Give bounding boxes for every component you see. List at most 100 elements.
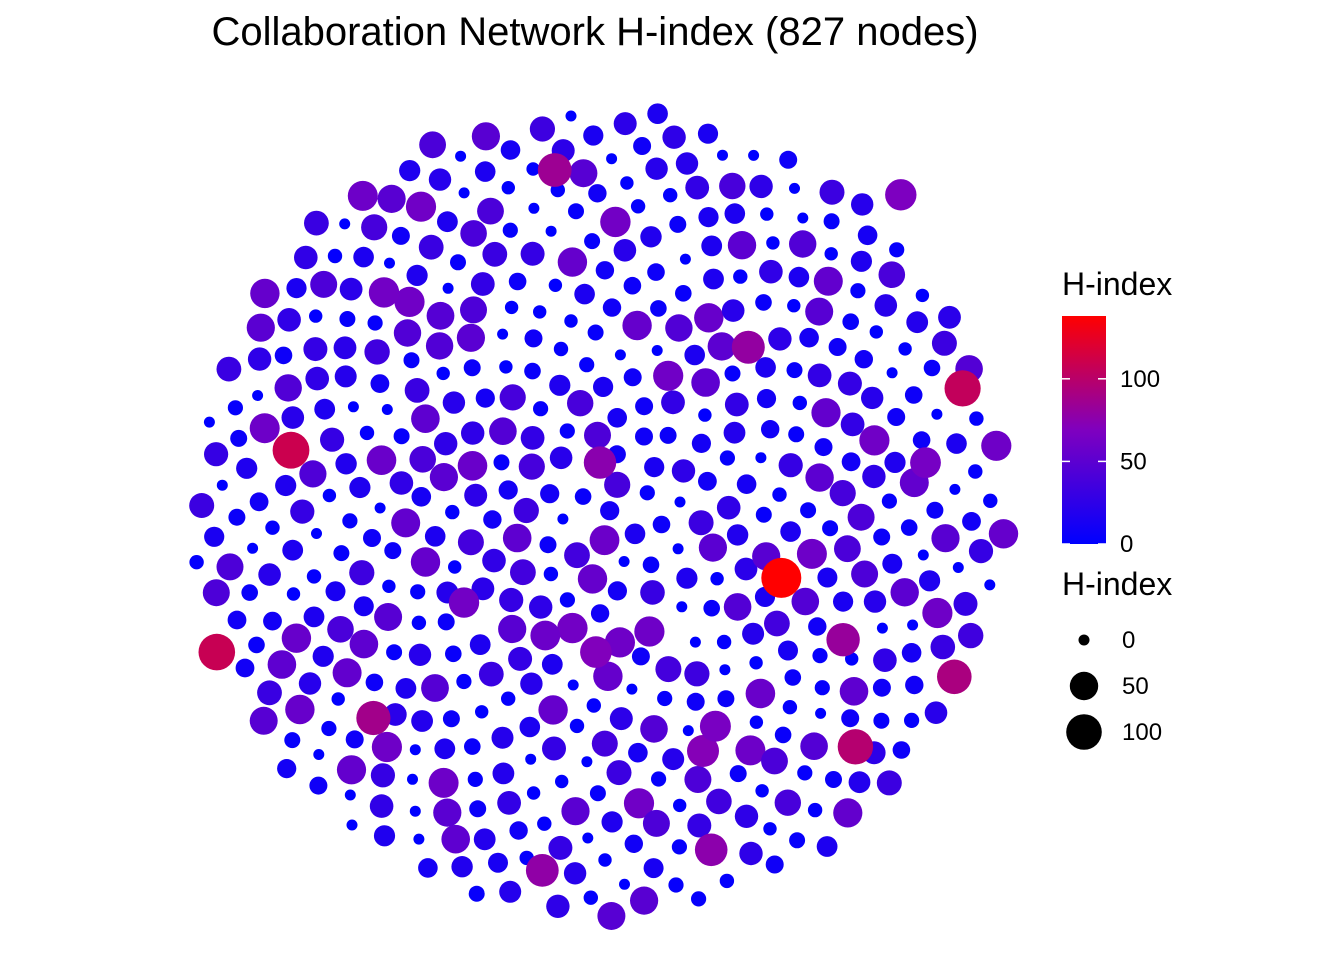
network-node	[679, 253, 691, 265]
network-node	[508, 272, 527, 291]
network-node	[984, 579, 996, 591]
network-node	[788, 266, 810, 288]
network-node	[640, 580, 665, 605]
network-node	[841, 709, 860, 728]
network-node	[684, 661, 710, 687]
network-node	[938, 305, 961, 329]
network-node	[564, 314, 578, 328]
network-node	[889, 242, 905, 258]
network-node	[721, 299, 745, 322]
network-node	[755, 506, 772, 523]
network-node	[937, 659, 972, 695]
network-node	[322, 488, 337, 503]
network-node	[442, 391, 466, 414]
network-node	[958, 622, 984, 649]
network-node	[761, 747, 788, 775]
network-node	[559, 592, 576, 608]
network-node	[887, 408, 906, 426]
network-node	[825, 771, 842, 788]
network-node	[922, 597, 953, 629]
network-node	[442, 282, 454, 294]
network-node	[676, 567, 698, 589]
network-node	[189, 493, 215, 518]
network-node	[311, 528, 322, 539]
network-node	[983, 493, 998, 508]
network-node	[471, 122, 500, 151]
network-node	[755, 294, 772, 311]
network-node	[331, 692, 345, 706]
network-node	[780, 521, 801, 542]
network-node	[878, 261, 906, 289]
network-node	[327, 616, 354, 643]
network-node	[953, 591, 978, 616]
network-node	[202, 579, 230, 607]
colorbar-ticks: 0 50 100	[1062, 366, 1160, 558]
network-node	[339, 218, 351, 230]
network-node	[723, 593, 752, 621]
network-node	[477, 197, 504, 225]
network-node	[294, 245, 318, 270]
network-node	[789, 182, 800, 194]
network-node	[890, 578, 919, 607]
network-node	[671, 459, 696, 483]
network-node	[874, 294, 898, 317]
network-node	[647, 263, 665, 281]
network-node	[640, 226, 662, 248]
network-node	[410, 547, 441, 577]
network-node	[370, 763, 395, 788]
network-node	[923, 359, 941, 377]
network-node	[493, 454, 510, 471]
network-node	[525, 753, 537, 765]
network-node	[533, 401, 549, 417]
network-node	[539, 536, 557, 554]
network-node	[823, 213, 840, 230]
network-node	[588, 184, 607, 203]
network-node	[968, 539, 994, 564]
network-node	[325, 581, 346, 602]
network-node	[885, 179, 917, 211]
network-node	[815, 707, 827, 719]
colorbar-tick-label: 0	[1120, 531, 1133, 558]
network-node	[668, 877, 684, 893]
network-node	[826, 623, 860, 657]
network-node	[600, 206, 631, 238]
network-node	[719, 172, 746, 200]
network-node	[406, 264, 428, 286]
network-node	[520, 241, 545, 266]
network-node	[631, 647, 650, 666]
network-node	[912, 431, 931, 449]
network-node	[249, 413, 280, 444]
network-node	[719, 664, 731, 676]
network-node	[697, 123, 719, 144]
network-node	[246, 313, 275, 342]
network-node	[699, 710, 731, 742]
network-node	[345, 730, 364, 749]
network-node	[568, 203, 584, 220]
network-node	[557, 612, 588, 644]
network-node	[876, 770, 902, 796]
network-node	[917, 549, 929, 561]
network-node	[510, 559, 536, 586]
network-node	[336, 755, 367, 785]
network-node	[650, 300, 667, 317]
network-node	[321, 720, 337, 737]
network-node	[428, 767, 459, 798]
network-node	[862, 464, 886, 489]
network-node	[274, 346, 293, 365]
network-node	[601, 811, 623, 833]
network-node	[429, 463, 458, 492]
network-node	[586, 698, 601, 713]
network-node	[333, 545, 350, 562]
network-node	[779, 150, 798, 169]
network-node	[543, 566, 559, 582]
network-node	[469, 634, 491, 655]
network-node	[850, 250, 873, 272]
network-node	[703, 268, 724, 290]
network-node	[227, 400, 243, 416]
network-node	[755, 357, 776, 378]
network-node	[364, 339, 390, 365]
network-node	[346, 819, 358, 831]
network-node	[249, 492, 269, 512]
network-node	[926, 501, 944, 519]
network-node	[247, 542, 259, 554]
